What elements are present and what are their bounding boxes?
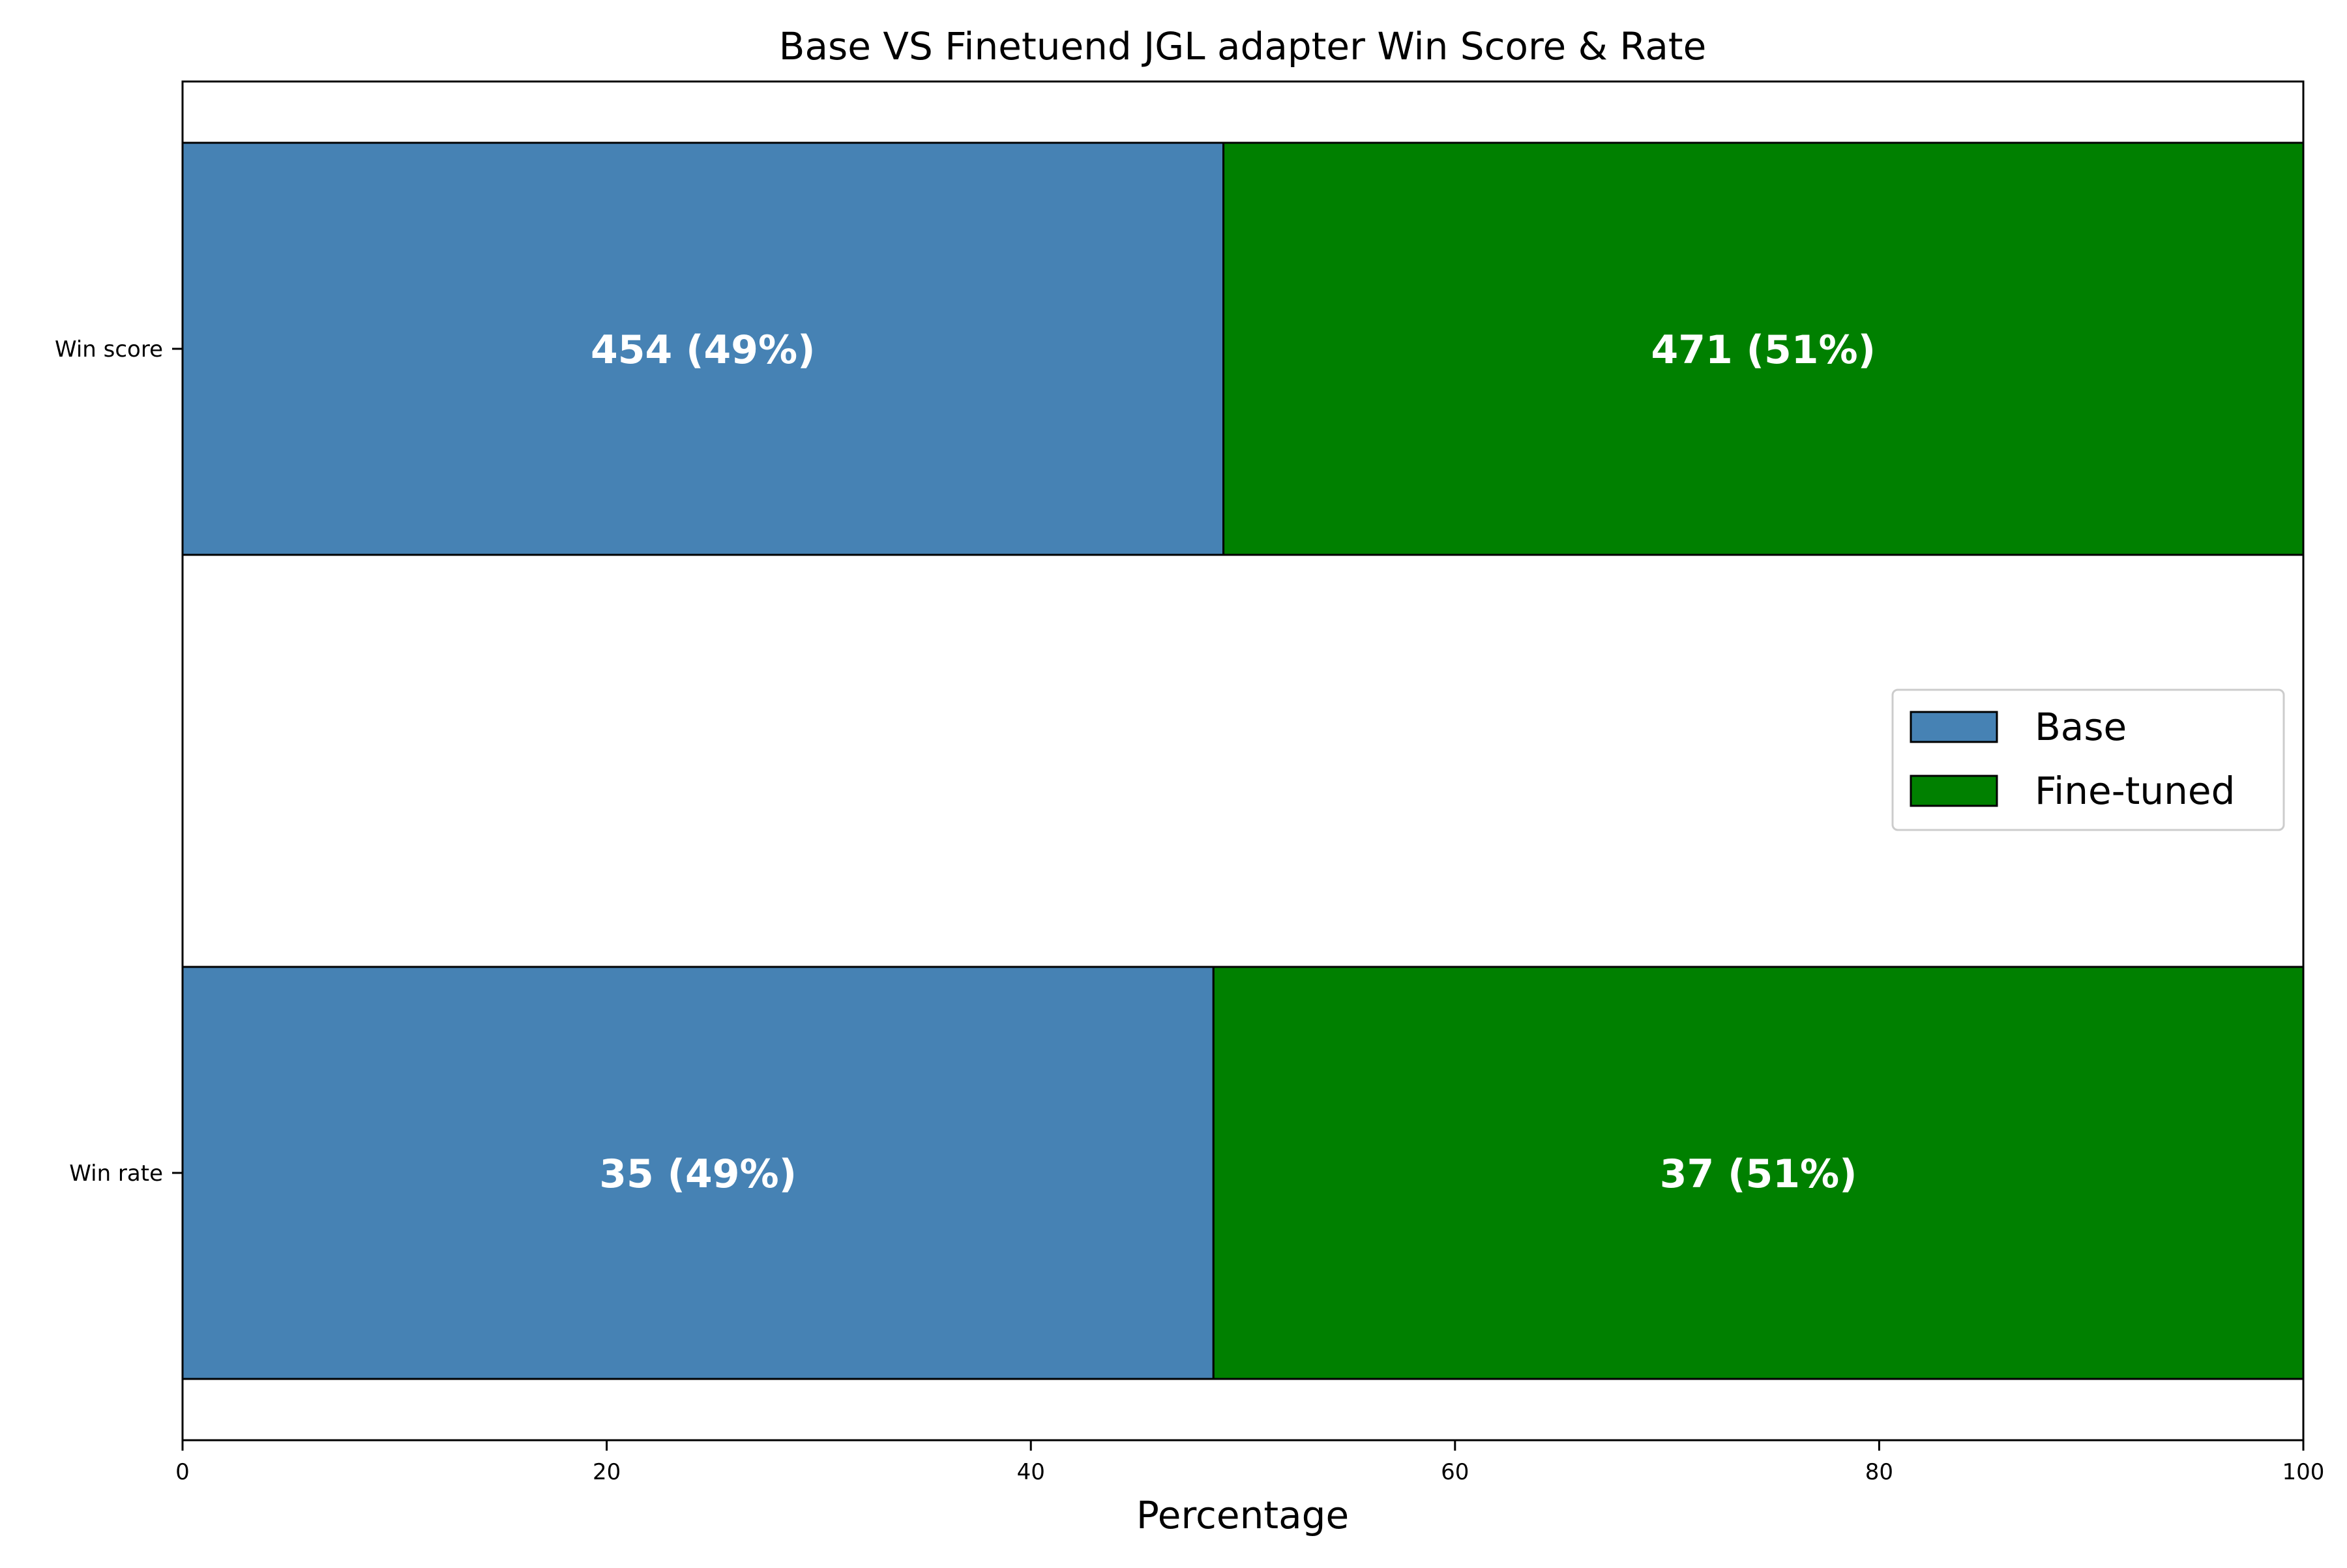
bar-value-label: 35 (49%) — [599, 1151, 797, 1197]
bar-win-rate-fine-tuned — [1212, 966, 2305, 1380]
legend-swatch — [1910, 775, 1998, 807]
bar-value-label: 37 (51%) — [1660, 1151, 1857, 1197]
bar-win-score-base — [181, 141, 1225, 556]
x-tick-label: 40 — [1017, 1459, 1045, 1485]
legend-swatch — [1910, 711, 1998, 743]
legend: Base Fine-tuned — [1891, 688, 2285, 831]
bar-value-label: 454 (49%) — [591, 327, 816, 373]
bar-win-rate-base — [181, 966, 1215, 1380]
legend-label: Fine-tuned — [2035, 769, 2235, 813]
x-tick-label: 60 — [1441, 1459, 1469, 1485]
plot-frame — [181, 80, 2305, 1442]
bars-layer: 454 (49%) 471 (51%) 35 (49%) 37 (51%) — [181, 141, 2305, 1380]
x-tick-label: 80 — [1865, 1459, 1893, 1485]
x-tick-label: 100 — [2282, 1459, 2325, 1485]
x-tick-label: 0 — [175, 1459, 190, 1485]
axis-layer: 0 20 40 60 80 100 Win score Win rate — [55, 336, 2325, 1485]
legend-label: Base — [2035, 705, 2127, 749]
x-tick-label: 20 — [593, 1459, 621, 1485]
x-axis-label: Percentage — [1136, 1493, 1349, 1537]
chart-title: Base VS Finetuend JGL adapter Win Score … — [779, 24, 1707, 68]
bar-value-label: 471 (51%) — [1651, 327, 1876, 373]
y-tick-label: Win rate — [69, 1161, 163, 1187]
y-tick-label: Win score — [55, 336, 163, 362]
